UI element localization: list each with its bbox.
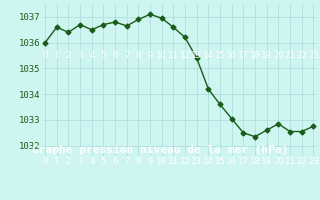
Text: 15: 15 [215, 51, 225, 60]
Text: 7: 7 [124, 51, 129, 60]
Text: 20: 20 [273, 51, 284, 60]
Text: 13: 13 [191, 51, 202, 60]
Text: 23: 23 [308, 51, 319, 60]
Text: 8: 8 [136, 51, 141, 60]
Text: 6: 6 [112, 51, 118, 60]
Text: 10: 10 [156, 51, 167, 60]
Text: Graphe pression niveau de la mer (hPa): Graphe pression niveau de la mer (hPa) [32, 145, 288, 155]
Text: 17: 17 [238, 51, 249, 60]
Text: 22: 22 [296, 51, 307, 60]
Text: 12: 12 [180, 51, 190, 60]
Text: 19: 19 [261, 51, 272, 60]
Text: 2: 2 [66, 51, 71, 60]
Text: 1: 1 [54, 51, 60, 60]
Text: 11: 11 [168, 51, 179, 60]
Text: 21: 21 [284, 51, 295, 60]
Text: 14: 14 [203, 51, 214, 60]
Text: 3: 3 [77, 51, 83, 60]
Text: 9: 9 [147, 51, 153, 60]
Text: 0: 0 [43, 51, 48, 60]
Text: 4: 4 [89, 51, 94, 60]
Text: 16: 16 [226, 51, 237, 60]
Text: 5: 5 [101, 51, 106, 60]
Text: 18: 18 [250, 51, 260, 60]
